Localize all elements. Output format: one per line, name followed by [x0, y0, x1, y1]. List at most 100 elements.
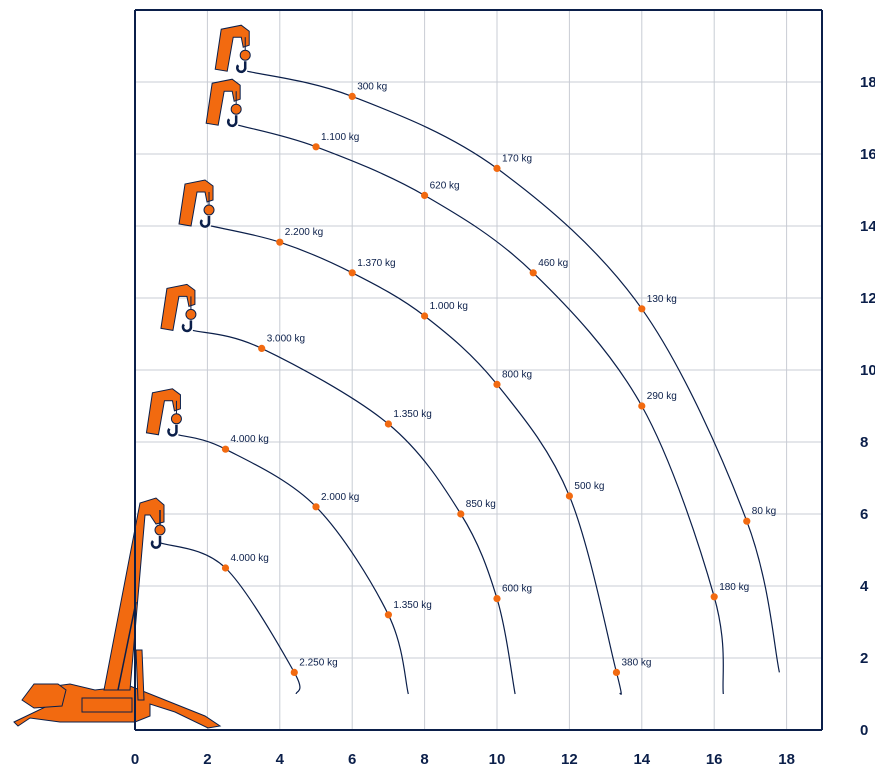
- load-label: 460 kg: [538, 258, 568, 269]
- crane-hook: [226, 115, 238, 128]
- load-point: [221, 564, 230, 572]
- load-point: [612, 668, 621, 677]
- crane-pulley: [170, 413, 182, 425]
- load-point: [221, 445, 230, 453]
- x-tick-label: 18: [778, 751, 795, 768]
- x-tick-label: 10: [489, 751, 506, 768]
- crane-head-icon: [214, 24, 251, 74]
- crane-hook: [167, 424, 178, 437]
- load-label: 1.100 kg: [321, 132, 359, 143]
- load-point: [290, 668, 298, 677]
- load-label: 620 kg: [430, 180, 460, 191]
- curve-line: [210, 225, 622, 695]
- curve-line: [238, 124, 724, 695]
- x-tick-label: 4: [276, 751, 285, 768]
- curve-line: [178, 434, 409, 695]
- crane-hook: [181, 320, 193, 333]
- crane-boom: [145, 388, 181, 436]
- load-point: [529, 269, 537, 277]
- crane-head-icon: [160, 283, 197, 333]
- crane-base-icon: [13, 497, 222, 729]
- load-curve-6: 300 kg 170 kg 130 kg 80 kg: [247, 70, 780, 673]
- crane-head-icon: [145, 388, 182, 437]
- load-point: [312, 143, 320, 151]
- load-label: 3.000 kg: [267, 333, 305, 344]
- load-label: 300 kg: [357, 81, 387, 92]
- crane-pulley: [239, 49, 251, 61]
- load-point: [493, 380, 501, 388]
- x-tick-label: 0: [131, 751, 139, 768]
- y-tick-label: 16: [860, 146, 875, 163]
- load-label: 2.200 kg: [285, 227, 323, 238]
- crane-boom: [205, 78, 241, 126]
- load-point: [421, 312, 429, 320]
- crane-pulley: [185, 308, 197, 320]
- load-label: 800 kg: [502, 369, 532, 380]
- load-curve-2: 4.000 kg 2.000 kg 1.350 kg: [178, 434, 432, 695]
- load-point: [312, 503, 320, 511]
- load-curve-4: 2.200 kg 1.370 kg 1.000 kg 800 kg 500 kg 380 …: [210, 225, 651, 695]
- load-curve-1: 4.000 kg 2.250 kg: [160, 542, 338, 695]
- crane-pulley: [203, 204, 215, 216]
- load-label: 2.250 kg: [299, 657, 337, 668]
- crane-hook: [236, 61, 247, 74]
- crane-illustrations: [13, 24, 251, 729]
- load-point: [493, 164, 501, 172]
- load-label: 2.000 kg: [321, 492, 359, 503]
- plot-frame: [134, 9, 823, 731]
- crane-boom: [178, 179, 214, 227]
- load-curves: 4.000 kg 2.250 kg 4.000 kg 2.000 kg 1.350 kg…: [160, 70, 780, 695]
- load-label: 4.000 kg: [231, 553, 269, 564]
- load-curve-3: 3.000 kg 1.350 kg 850 kg 600 kg: [192, 329, 532, 695]
- y-tick-label: 12: [860, 290, 875, 307]
- load-label: 1.000 kg: [430, 301, 468, 312]
- y-tick-label: 10: [860, 362, 875, 379]
- load-label: 290 kg: [647, 391, 677, 402]
- crane-boom: [214, 24, 250, 72]
- load-label: 130 kg: [647, 294, 677, 305]
- load-label: 600 kg: [502, 584, 532, 595]
- y-tick-label: 0: [860, 722, 868, 739]
- curve-line: [192, 329, 516, 695]
- load-point: [565, 492, 574, 500]
- x-tick-label: 6: [348, 751, 356, 768]
- crane-hook: [199, 216, 211, 228]
- load-point: [348, 269, 356, 277]
- load-point: [638, 402, 646, 410]
- curve-line: [160, 542, 301, 695]
- y-tick-label: 14: [860, 218, 875, 235]
- load-point: [421, 191, 429, 199]
- load-label: 380 kg: [621, 657, 651, 668]
- load-label: 1.350 kg: [393, 409, 431, 420]
- load-point: [258, 344, 266, 352]
- grid: [135, 10, 822, 730]
- load-point: [710, 593, 718, 601]
- crane-pulley: [230, 103, 242, 115]
- load-label: 80 kg: [752, 506, 776, 517]
- x-tick-label: 12: [561, 751, 578, 768]
- load-label: 170 kg: [502, 153, 532, 164]
- x-tick-label: 2: [203, 751, 211, 768]
- load-point: [743, 517, 751, 525]
- crane-head-icon: [178, 179, 215, 228]
- x-tick-label: 8: [420, 751, 428, 768]
- y-axis-ticks: 0 2 4 6 8 10 12 14 16 18: [860, 74, 875, 739]
- load-point: [384, 420, 392, 428]
- load-label: 180 kg: [719, 582, 749, 593]
- crane-head-icon: [205, 78, 242, 128]
- y-tick-label: 2: [860, 650, 868, 667]
- x-tick-label: 16: [706, 751, 723, 768]
- load-point: [493, 595, 501, 603]
- x-axis-ticks: 0 2 4 6 8 10 12 14 16 18: [131, 751, 795, 768]
- load-point: [348, 92, 356, 100]
- load-label: 4.000 kg: [231, 434, 269, 445]
- load-label: 850 kg: [466, 499, 496, 510]
- y-tick-label: 4: [860, 578, 869, 595]
- load-point: [638, 305, 646, 313]
- load-point: [384, 611, 392, 619]
- load-point: [457, 510, 465, 518]
- load-label: 500 kg: [574, 481, 604, 492]
- x-tick-label: 14: [633, 751, 650, 768]
- y-tick-label: 8: [860, 434, 868, 451]
